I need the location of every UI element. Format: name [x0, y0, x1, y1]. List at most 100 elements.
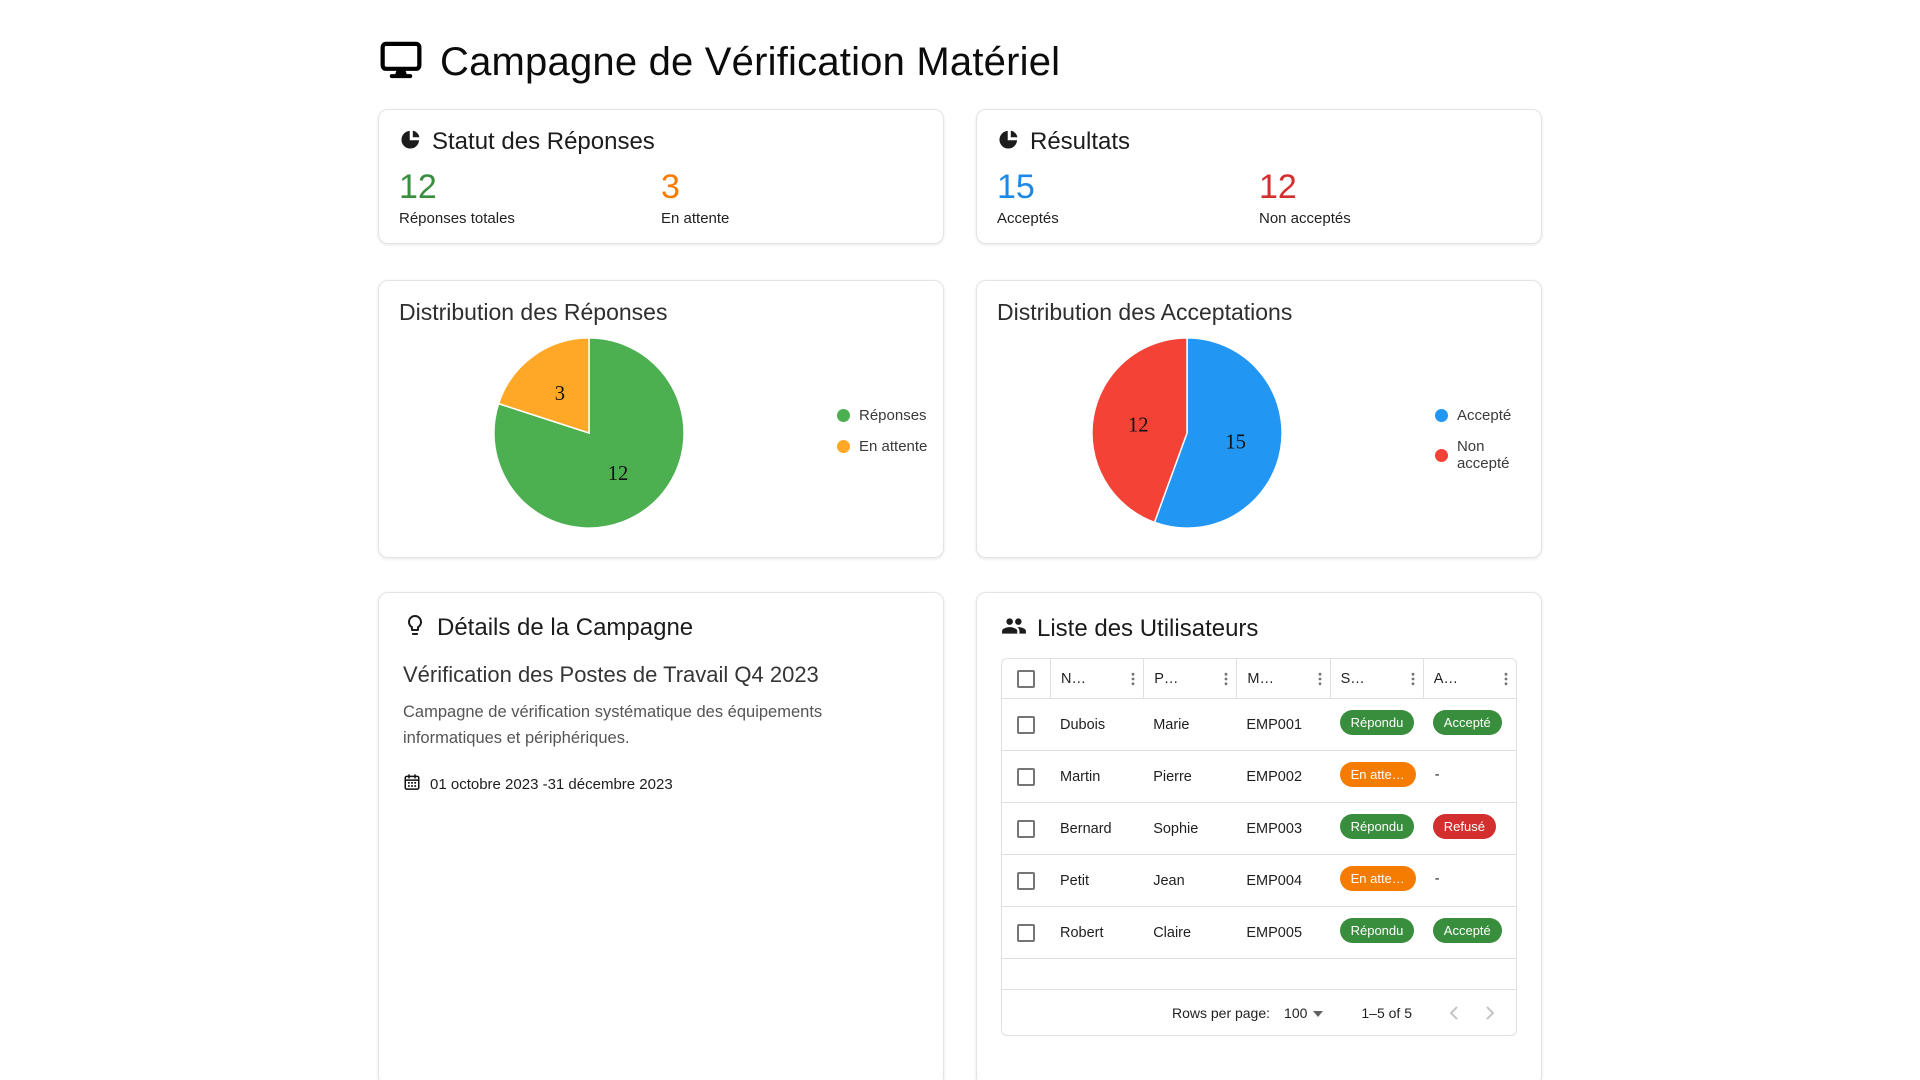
stat-value: 15 [997, 168, 1035, 206]
row-checkbox[interactable] [1017, 715, 1035, 734]
card-liste-utilisateurs: Liste des Utilisateurs N… P… M… [976, 592, 1542, 1080]
table-row[interactable]: Petit Jean EMP004 En atte… - [1002, 855, 1516, 908]
svg-text:12: 12 [608, 463, 629, 485]
legend-dot [1435, 448, 1448, 462]
monitor-icon [378, 38, 424, 87]
campaign-description: Campagne de vérification systématique de… [403, 703, 823, 747]
legend-dot [837, 440, 850, 454]
acceptation-badge: Accepté [1432, 918, 1502, 944]
chart-title: Distribution des Acceptations [997, 299, 1293, 326]
legend-item: En attente [837, 438, 927, 455]
pagination-range: 1–5 of 5 [1361, 1004, 1412, 1021]
legend-label: Non accepté [1456, 438, 1510, 473]
status-badge: Répondu [1339, 710, 1415, 736]
legend-item: Accepté [1435, 407, 1541, 424]
column-menu-icon[interactable] [1312, 671, 1328, 687]
acceptation-badge: Accepté [1432, 710, 1502, 736]
legend-item: Non accepté [1435, 438, 1541, 472]
charts-row: Distribution des Réponses 12 3 Réponses E… [378, 280, 1542, 559]
card-distribution-acceptations: Distribution des Acceptations 15 12 Accep… [976, 280, 1542, 559]
acceptation-badge: Refusé [1432, 814, 1496, 840]
datagrid-filler [1002, 959, 1516, 989]
card-details-campagne: Détails de la Campagne Vérification des … [378, 592, 944, 1080]
users-datagrid: N… P… M… S… [1001, 658, 1517, 1037]
column-header-prenom[interactable]: P… [1143, 659, 1236, 699]
card-title: Détails de la Campagne [437, 613, 694, 641]
stat-value: 12 [399, 168, 437, 206]
card-title: Liste des Utilisateurs [1037, 614, 1259, 642]
svg-text:15: 15 [1225, 432, 1246, 454]
bottom-row: Détails de la Campagne Vérification des … [378, 592, 1542, 1080]
chart-legend: Accepté Non accepté [1435, 407, 1541, 472]
column-header-acceptation[interactable]: A… [1422, 659, 1516, 699]
column-header-matricule[interactable]: M… [1236, 659, 1329, 699]
page-header: Campagne de Vérification Matériel [378, 38, 1542, 87]
legend-item: Réponses [837, 407, 927, 424]
chart-title: Distribution des Réponses [399, 299, 668, 326]
row-checkbox[interactable] [1017, 871, 1035, 890]
stat-label: Non acceptés [1259, 210, 1351, 228]
legend-dot [837, 409, 850, 423]
pie-chart-icon [997, 128, 1020, 156]
stat-label: Acceptés [997, 210, 1059, 228]
stat-value: 3 [661, 168, 680, 206]
status-badge: En atte… [1339, 762, 1416, 788]
column-menu-icon[interactable] [1405, 671, 1421, 687]
chart-legend: Réponses En attente [837, 407, 927, 455]
legend-dot [1435, 409, 1448, 423]
campaign-date-row: 01 octobre 2023 -31 décembre 2023 [403, 773, 919, 795]
card-title: Résultats [1030, 128, 1131, 155]
lightbulb-icon [403, 613, 427, 642]
status-badge: En atte… [1339, 866, 1416, 892]
column-menu-icon[interactable] [1125, 671, 1141, 687]
page-container: Campagne de Vérification Matériel Statut… [378, 0, 1542, 1080]
stat-acceptes: 15 Acceptés [997, 168, 1259, 227]
table-row[interactable]: Bernard Sophie EMP003 Répondu Refusé [1002, 803, 1516, 856]
row-checkbox[interactable] [1017, 923, 1035, 942]
campaign-date-range: 01 octobre 2023 -31 décembre 2023 [430, 775, 673, 793]
legend-label: Accepté [1457, 407, 1512, 425]
acceptation-badge: - [1434, 870, 1440, 887]
rows-per-page-label: Rows per page: [1171, 1004, 1271, 1021]
pie-chart-reponses: 12 3 [493, 337, 685, 529]
pie-chart-icon [399, 128, 422, 156]
campaign-name: Vérification des Postes de Travail Q4 20… [403, 662, 819, 688]
legend-label: Réponses [859, 407, 927, 425]
card-distribution-reponses: Distribution des Réponses 12 3 Réponses E… [378, 280, 944, 559]
next-page-button[interactable] [1472, 995, 1508, 1031]
card-resultats: Résultats 15 Acceptés 12 Non acceptés [976, 109, 1542, 245]
stat-non-acceptes: 12 Non acceptés [1259, 168, 1521, 227]
column-header-nom[interactable]: N… [1050, 659, 1143, 699]
legend-label: En attente [859, 438, 928, 456]
column-header-statut[interactable]: S… [1329, 659, 1423, 699]
column-menu-icon[interactable] [1498, 671, 1514, 687]
stat-en-attente: 3 En attente [661, 168, 923, 227]
datagrid-pagination: Rows per page: 100 1–5 of 5 [1002, 989, 1516, 1035]
stat-label: En attente [661, 210, 730, 228]
stat-reponses-totales: 12 Réponses totales [399, 168, 661, 227]
chevron-right-icon [1486, 1006, 1494, 1020]
chevron-left-icon [1450, 1006, 1458, 1020]
card-title: Statut des Réponses [432, 128, 655, 155]
column-menu-icon[interactable] [1218, 671, 1234, 687]
rows-per-page-select[interactable]: 100 [1284, 1005, 1324, 1021]
people-icon [1001, 613, 1027, 644]
acceptation-badge: - [1434, 766, 1440, 783]
row-checkbox[interactable] [1017, 767, 1035, 786]
select-all-checkbox[interactable] [1017, 669, 1035, 688]
caret-down-icon [1313, 1010, 1324, 1017]
stats-row: Statut des Réponses 12 Réponses totales … [378, 109, 1542, 245]
status-badge: Répondu [1339, 814, 1415, 840]
table-row[interactable]: Dubois Marie EMP001 Répondu Accepté [1002, 699, 1516, 752]
table-row[interactable]: Martin Pierre EMP002 En atte… - [1002, 751, 1516, 804]
previous-page-button[interactable] [1436, 995, 1472, 1031]
card-statut-des-reponses: Statut des Réponses 12 Réponses totales … [378, 109, 944, 245]
page-title: Campagne de Vérification Matériel [440, 40, 1061, 84]
status-badge: Répondu [1339, 918, 1415, 944]
row-checkbox[interactable] [1017, 819, 1035, 838]
table-row[interactable]: Robert Claire EMP005 Répondu Accepté [1002, 907, 1516, 960]
svg-text:3: 3 [555, 383, 565, 405]
stat-label: Réponses totales [399, 210, 515, 228]
datagrid-header-row: N… P… M… S… [1002, 659, 1516, 700]
